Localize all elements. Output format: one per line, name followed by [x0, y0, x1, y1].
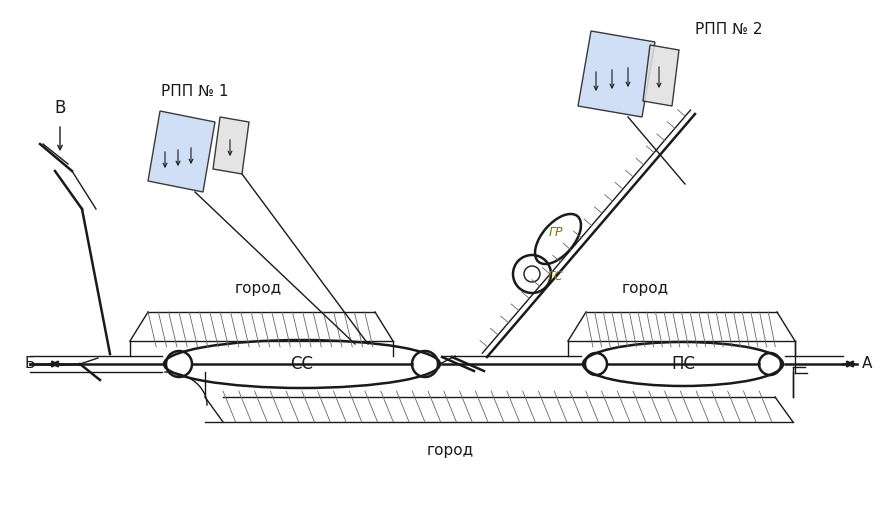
Text: В: В — [54, 99, 66, 117]
Text: ГС: ГС — [548, 269, 564, 282]
Polygon shape — [213, 117, 249, 174]
Text: ГР: ГР — [549, 226, 563, 239]
Text: РПП № 1: РПП № 1 — [161, 84, 229, 99]
Text: Б: Б — [25, 357, 35, 372]
Text: СС: СС — [290, 355, 313, 373]
Polygon shape — [578, 31, 655, 117]
Text: город: город — [621, 281, 668, 296]
Text: город: город — [426, 444, 473, 458]
Text: А: А — [862, 357, 872, 372]
Text: ПС: ПС — [671, 355, 695, 373]
Polygon shape — [148, 111, 215, 192]
Text: РПП № 2: РПП № 2 — [695, 21, 763, 36]
Polygon shape — [643, 45, 679, 106]
Text: город: город — [234, 281, 281, 296]
